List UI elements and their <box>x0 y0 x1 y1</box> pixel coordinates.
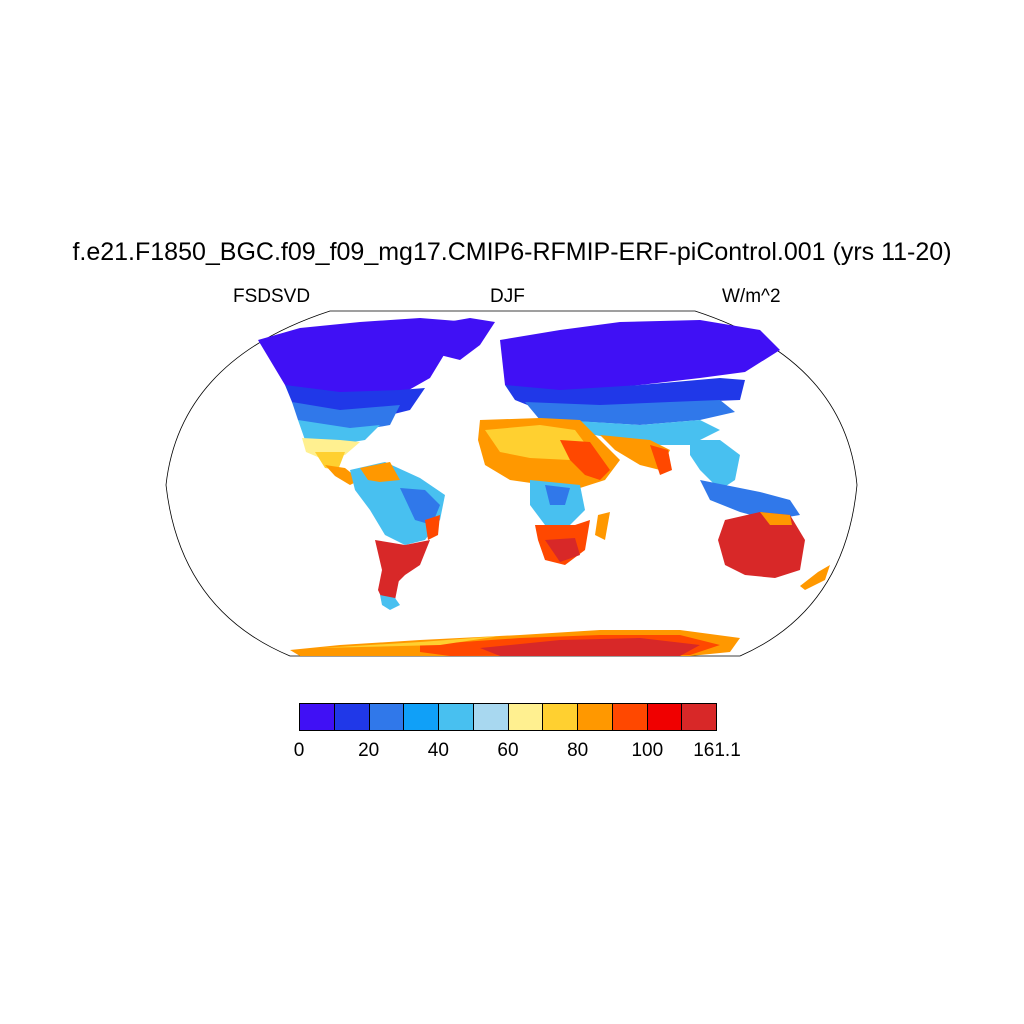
colorbar-box-2 <box>369 704 405 730</box>
colorbar-box-4 <box>439 704 474 730</box>
north-america-region <box>258 318 470 485</box>
colorbar-box-7 <box>543 704 578 730</box>
colorbar-tick-label: 161.1 <box>693 740 741 761</box>
colorbar-box-3 <box>404 704 439 730</box>
eurasia-region <box>500 320 800 520</box>
colorbar-box-0 <box>300 704 335 730</box>
colorbar-tick-label: 40 <box>427 740 449 761</box>
south-america-region <box>350 462 445 610</box>
colorbar-tick-label: 20 <box>358 740 380 761</box>
colorbar-tick-label: 100 <box>631 740 664 761</box>
variable-label: FSDSVD <box>233 286 311 307</box>
colorbar-box-8 <box>578 704 613 730</box>
colorbar-box-10 <box>647 704 683 730</box>
greenland-region <box>430 318 495 360</box>
colorbar-box-1 <box>334 704 370 730</box>
colorbar <box>299 703 717 731</box>
colorbar-box-5 <box>473 704 509 730</box>
africa-region <box>478 418 620 565</box>
colorbar-tick-label: 60 <box>497 740 519 761</box>
units-label: W/m^2 <box>722 286 781 307</box>
australia-region <box>718 512 830 590</box>
season-label: DJF <box>490 286 525 307</box>
colorbar-tick-label: 0 <box>293 740 305 761</box>
colorbar-tick-label: 80 <box>567 740 589 761</box>
colorbar-box-6 <box>508 704 544 730</box>
colorbar-box-9 <box>612 704 648 730</box>
plot-title: f.e21.F1850_BGC.f09_f09_mg17.CMIP6-RFMIP… <box>72 238 952 266</box>
colorbar-box-11 <box>682 704 716 730</box>
antarctica-region <box>290 630 740 656</box>
